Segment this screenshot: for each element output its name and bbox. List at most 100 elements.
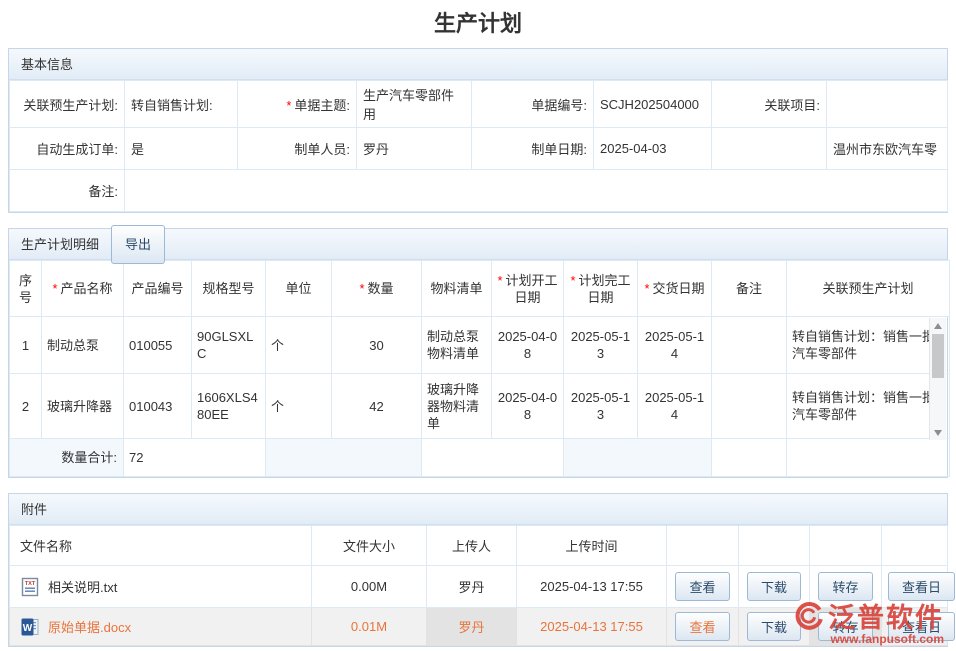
field-label-auto-order: 自动生成订单: [9, 127, 125, 170]
download-button[interactable]: 下载 [746, 612, 801, 641]
col-header-file-name: 文件名称 [9, 525, 312, 566]
col-header-bom: 物料清单 [421, 260, 492, 317]
cell-bom: 制动总泵物料清单 [421, 316, 492, 374]
cell-finish-date: 2025-05-13 [563, 373, 638, 439]
save-as-button[interactable]: 转存 [818, 572, 873, 601]
cell-file-name: TXT 相关说明.txt [9, 565, 312, 608]
download-button[interactable]: 下载 [746, 572, 801, 601]
cell-action: 查看 [666, 565, 739, 608]
cell-action: 下载 [738, 607, 810, 646]
cell-uploader: 罗丹 [426, 607, 517, 646]
page-title: 生产计划 [433, 11, 522, 36]
summary-label: 数量合计: [9, 438, 124, 477]
cell-delivery-date: 2025-05-14 [637, 316, 712, 374]
col-header-upload-time: 上传时间 [516, 525, 667, 566]
field-label-text: 单据主题: [294, 97, 350, 113]
cell-seq: 1 [9, 316, 42, 374]
field-value-related-project [826, 80, 948, 128]
attachments-table: 文件名称 文件大小 上传人 上传时间 TXT [9, 525, 956, 646]
cell-product-code: 010043 [123, 373, 192, 439]
file-name-link[interactable]: 原始单据.docx [48, 620, 132, 635]
scrollbar-down-arrow-icon[interactable] [930, 425, 946, 440]
summary-row: 数量合计: 72 [9, 438, 950, 477]
col-header-seq: 序号 [9, 260, 42, 317]
col-header-unit: 单位 [265, 260, 332, 317]
field-label-create-date: 制单日期: [471, 127, 594, 170]
detail-table-scrollbar[interactable] [929, 318, 946, 440]
cell-start-date: 2025-04-08 [491, 316, 564, 374]
cell-remark [711, 373, 787, 439]
docx-file-icon: W [21, 618, 39, 635]
cell-pre-plan: 转自销售计划：销售一批汽车零部件 [786, 373, 950, 439]
field-label-related-project: 关联项目: [711, 80, 827, 128]
file-name-link[interactable]: 相关说明.txt [48, 580, 118, 595]
cell-file-size: 0.00M [311, 565, 427, 608]
col-header-remark: 备注 [711, 260, 787, 317]
view-log-button[interactable]: 查看日 [888, 572, 956, 601]
field-label-empty [711, 127, 827, 170]
field-label-doc-subject: * 单据主题: [237, 80, 357, 128]
cell-product-name: 玻璃升降器 [41, 373, 124, 439]
field-label-text: 自动生成订单: [36, 142, 118, 157]
field-label-creator: 制单人员: [237, 127, 357, 170]
cell-quantity: 42 [331, 373, 422, 439]
scrollbar-up-arrow-icon[interactable] [930, 318, 946, 333]
field-label-remark: 备注: [9, 169, 125, 212]
summary-value: 72 [123, 438, 266, 477]
field-label-text: 备注: [88, 184, 118, 199]
required-asterisk: * [52, 281, 58, 296]
summary-empty-cell [786, 438, 950, 477]
field-label-doc-number: 单据编号: [471, 80, 594, 128]
scrollbar-thumb[interactable] [932, 334, 944, 378]
required-asterisk: * [497, 272, 503, 288]
required-asterisk: * [286, 97, 292, 113]
export-button[interactable]: 导出 [111, 224, 166, 264]
cell-action: 查看 [666, 607, 739, 646]
svg-text:W: W [23, 623, 33, 634]
field-label-text: 关联项目: [764, 97, 820, 113]
cell-start-date: 2025-04-08 [491, 373, 564, 439]
cell-file-size: 0.01M [311, 607, 427, 646]
col-header-quantity: * 数量 [331, 260, 422, 317]
field-value-auto-order: 是 [124, 127, 238, 170]
cell-remark [711, 316, 787, 374]
required-asterisk: * [359, 281, 365, 296]
col-header-finish-date: * 计划完工日期 [563, 260, 638, 317]
field-label-text: 制单日期: [531, 142, 587, 157]
table-row: 2 玻璃升降器 010043 1606XLS480EE 个 42 玻璃升降器物料… [9, 373, 950, 439]
col-header-action [809, 525, 882, 566]
cell-product-code: 010055 [123, 316, 192, 374]
detail-section-title: 生产计划明细 [21, 236, 100, 252]
attachments-section-title: 附件 [21, 501, 48, 517]
col-header-start-date: * 计划开工日期 [491, 260, 564, 317]
view-button[interactable]: 查看 [675, 572, 730, 601]
cell-product-name: 制动总泵 [41, 316, 124, 374]
cell-file-name: W 原始单据.docx [9, 607, 312, 646]
field-value-doc-number: SCJH202504000 [593, 80, 712, 128]
view-button[interactable]: 查看 [675, 612, 730, 641]
col-header-spec-model: 规格型号 [191, 260, 266, 317]
summary-empty-cell [421, 438, 564, 477]
cell-pre-plan: 转自销售计划：销售一批汽车零部件 [786, 316, 950, 374]
cell-delivery-date: 2025-05-14 [637, 373, 712, 439]
col-header-delivery-date: * 交货日期 [637, 260, 712, 317]
view-log-button[interactable]: 查看日 [888, 612, 956, 641]
cell-upload-time: 2025-04-13 17:55 [516, 565, 667, 608]
basic-info-section-title: 基本信息 [21, 56, 74, 72]
save-as-button[interactable]: 转存 [818, 612, 873, 641]
field-label-text: 关联预生产计划: [23, 97, 118, 113]
cell-action: 转存 [809, 607, 882, 646]
col-header-uploader: 上传人 [426, 525, 517, 566]
cell-action: 下载 [738, 565, 810, 608]
field-value-create-date: 2025-04-03 [593, 127, 712, 170]
cell-uploader: 罗丹 [426, 565, 517, 608]
cell-action: 查看日 [881, 607, 956, 646]
basic-info-section-header: 基本信息 [9, 49, 947, 80]
detail-table: 序号 * 产品名称 产品编号 规格型号 单位 * 数量 物料清单 * 计划开工日期 *… [9, 260, 950, 477]
cell-unit: 个 [265, 373, 332, 439]
field-value-creator: 罗丹 [356, 127, 472, 170]
basic-info-panel: 基本信息 关联预生产计划: 转自销售计划: * 单据主题: 生产汽车零部件用 单据… [8, 48, 948, 213]
col-header-file-size: 文件大小 [311, 525, 427, 566]
cell-action: 查看日 [881, 565, 956, 608]
svg-text:TXT: TXT [25, 581, 36, 587]
